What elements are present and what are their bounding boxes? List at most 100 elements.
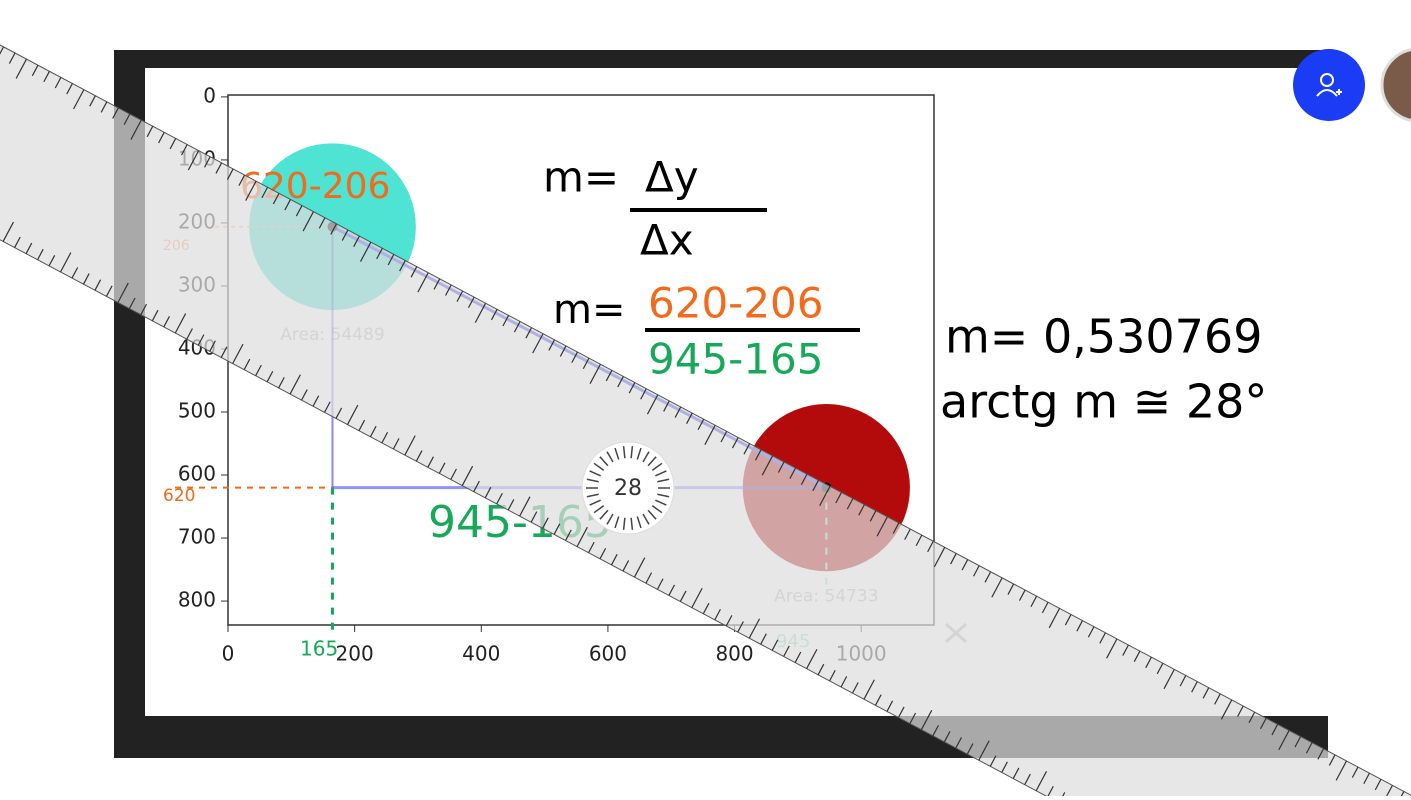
ruler-tick: [589, 363, 601, 384]
dial-tick: [606, 451, 614, 463]
ruler-tick: [158, 132, 165, 144]
ruler-tick: [174, 313, 187, 334]
dial-tick: [589, 470, 601, 477]
ruler-tick: [553, 523, 561, 535]
y-tick-label: 800: [178, 588, 216, 612]
ruler-tick: [266, 370, 274, 383]
ruler-tick: [663, 400, 670, 412]
ruler-tick: [754, 449, 762, 461]
ruler-tick: [876, 516, 888, 537]
ruler-tick: [984, 571, 992, 583]
protractor[interactable]: 28: [581, 441, 675, 535]
ruler-tick: [261, 186, 269, 199]
ruler-tick: [720, 431, 728, 443]
ruler-tick: [59, 252, 72, 273]
ruler-tick: [1122, 644, 1129, 656]
ruler-tick: [714, 608, 721, 621]
ruler-tick: [238, 174, 246, 186]
formula-lhs: m=: [543, 153, 619, 202]
ruler-tick: [94, 279, 102, 291]
x1-mark: 165: [300, 637, 338, 661]
dial-tick: [593, 462, 605, 471]
ruler-tick: [484, 486, 492, 499]
ruler-tick: [829, 670, 836, 682]
dial-tick: [586, 478, 599, 483]
ruler-tick: [955, 737, 962, 749]
ruler-tick: [438, 462, 446, 474]
ruler-tick: [743, 443, 751, 455]
ruler-tick: [869, 510, 877, 522]
ruler-tick: [892, 522, 900, 534]
ruler-tick: [1305, 742, 1313, 754]
result: m= 0,530769: [945, 310, 1262, 364]
ruler-tick: [794, 651, 802, 663]
ruler-tick: [71, 267, 79, 279]
ruler-tick: [1237, 705, 1244, 717]
ruler-tick: [14, 236, 21, 248]
ruler-tick: [358, 419, 366, 431]
ruler-tick: [760, 633, 767, 645]
ruler-tick: [617, 376, 624, 388]
ruler-tick: [519, 496, 531, 517]
ruler-tick: [496, 493, 503, 505]
ruler-tick: [89, 95, 96, 107]
ruler-tick: [105, 285, 113, 297]
ruler-tick: [886, 700, 894, 712]
ruler-tick: [702, 602, 710, 615]
dial-tick: [647, 456, 657, 467]
dial-tick: [614, 447, 620, 460]
ruler-tick: [571, 351, 578, 363]
ruler-tick: [576, 526, 588, 547]
formula-denominator: Δx: [640, 216, 694, 265]
ruler-tick: [1048, 608, 1061, 629]
ruler-tick: [761, 455, 774, 476]
ruler-tick: [645, 572, 653, 584]
ruler-tick: [1133, 650, 1141, 662]
dial-tick: [657, 478, 670, 483]
ruler-tick: [973, 565, 980, 577]
y-tick-label: 500: [178, 398, 216, 422]
ruler-tick: [978, 740, 990, 761]
ruler-tick: [66, 83, 73, 95]
ruler-tick: [507, 499, 515, 511]
values-numerator: 620-206: [648, 279, 824, 328]
ruler-tick: [950, 553, 957, 565]
ruler-tick: [542, 517, 549, 529]
ruler-tick: [1030, 595, 1038, 608]
ruler-tick: [668, 584, 676, 596]
ruler-tick: [927, 540, 934, 553]
ruler-tick: [490, 309, 498, 321]
ruler-tick: [989, 755, 997, 767]
ruler-tick: [359, 241, 372, 262]
ruler-tick: [330, 223, 337, 235]
ruler-tick: [335, 407, 343, 419]
ruler-tick: [748, 618, 761, 639]
ruler-tick: [31, 64, 39, 77]
ruler-tick: [656, 578, 664, 590]
ruler-tick: [467, 296, 475, 308]
user-avatar[interactable]: [1380, 48, 1411, 122]
ruler-tick: [450, 468, 457, 480]
y-tick-label: 600: [178, 462, 216, 486]
ruler-tick: [25, 242, 33, 254]
ruler-tick: [582, 357, 590, 370]
ruler-tick: [215, 162, 223, 174]
ruler-tick: [640, 388, 647, 400]
ruler-tick: [112, 107, 119, 119]
ruler-tick: [1163, 669, 1175, 690]
ruler-tick: [783, 645, 790, 657]
ruler-tick: [203, 156, 211, 168]
ruler-tick: [840, 676, 848, 688]
ruler-tick: [284, 199, 292, 211]
ruler-tick: [312, 395, 320, 407]
ruler-tick: [302, 211, 314, 232]
ruler-tick: [187, 150, 200, 171]
ruler-tick: [392, 438, 400, 450]
protractor-dial: [581, 441, 675, 535]
ruler-tick: [369, 425, 377, 438]
ruler-tick: [819, 486, 831, 507]
ruler-tick: [209, 340, 216, 352]
ruler-tick: [1191, 681, 1198, 693]
